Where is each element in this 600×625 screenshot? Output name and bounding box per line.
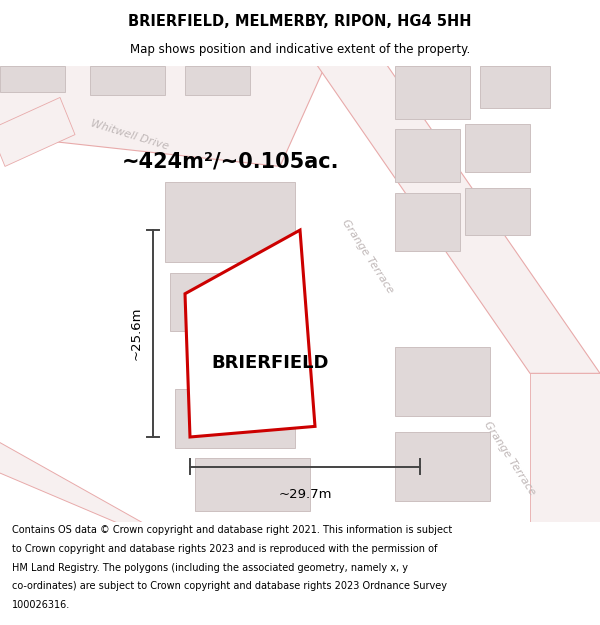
Text: Map shows position and indicative extent of the property.: Map shows position and indicative extent…: [130, 42, 470, 56]
Text: ~25.6m: ~25.6m: [130, 307, 143, 360]
Polygon shape: [530, 373, 600, 532]
Polygon shape: [185, 66, 250, 96]
Text: HM Land Registry. The polygons (including the associated geometry, namely x, y: HM Land Registry. The polygons (includin…: [12, 562, 408, 572]
Polygon shape: [195, 458, 310, 511]
Polygon shape: [170, 272, 255, 331]
Polygon shape: [395, 66, 470, 119]
Polygon shape: [395, 432, 490, 501]
Polygon shape: [310, 55, 600, 373]
Text: 100026316.: 100026316.: [12, 601, 70, 611]
Polygon shape: [465, 124, 530, 172]
Polygon shape: [395, 129, 460, 182]
Text: Whitwell Drive: Whitwell Drive: [90, 118, 170, 151]
Polygon shape: [90, 66, 165, 96]
Polygon shape: [395, 347, 490, 416]
Text: Grange Terrace: Grange Terrace: [340, 218, 395, 296]
Text: ~424m²/~0.105ac.: ~424m²/~0.105ac.: [121, 151, 339, 171]
Polygon shape: [395, 193, 460, 251]
Text: Grange Terrace: Grange Terrace: [482, 419, 538, 497]
Polygon shape: [0, 98, 75, 166]
Polygon shape: [185, 230, 315, 437]
Polygon shape: [165, 182, 295, 262]
Text: BRIERFIELD: BRIERFIELD: [211, 354, 329, 372]
Text: co-ordinates) are subject to Crown copyright and database rights 2023 Ordnance S: co-ordinates) are subject to Crown copyr…: [12, 581, 447, 591]
Polygon shape: [0, 55, 330, 166]
Polygon shape: [195, 304, 295, 373]
Polygon shape: [175, 389, 295, 448]
Text: ~29.7m: ~29.7m: [278, 488, 332, 501]
Text: BRIERFIELD, MELMERBY, RIPON, HG4 5HH: BRIERFIELD, MELMERBY, RIPON, HG4 5HH: [128, 14, 472, 29]
Text: to Crown copyright and database rights 2023 and is reproduced with the permissio: to Crown copyright and database rights 2…: [12, 544, 437, 554]
Polygon shape: [465, 188, 530, 236]
Polygon shape: [0, 437, 160, 532]
Text: Contains OS data © Crown copyright and database right 2021. This information is : Contains OS data © Crown copyright and d…: [12, 525, 452, 535]
Polygon shape: [0, 66, 65, 92]
Polygon shape: [480, 66, 550, 108]
